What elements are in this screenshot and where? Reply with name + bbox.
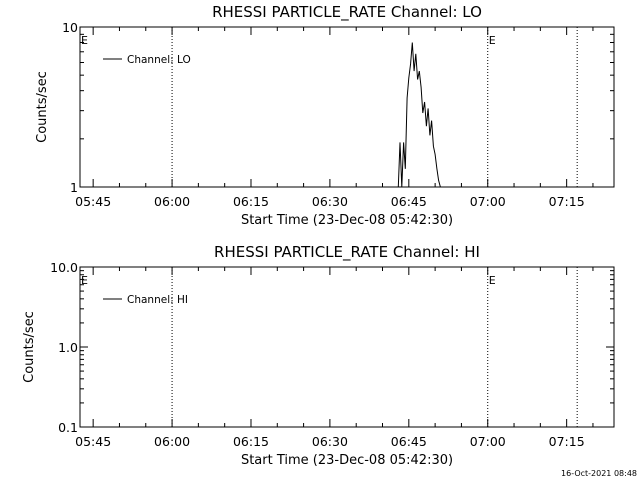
event-label: E [81,274,88,287]
legend-label: Channel: HI [127,294,188,306]
chart-panel-1: RHESSI PARTICLE_RATE Channel: HI 05:45 06:… [22,243,615,468]
x-axis-label: Start Time (23-Dec-08 05:42:30) [241,213,453,228]
y-tick-label: 1.0 [58,340,78,355]
x-tick-label: 05:45 [75,434,111,449]
x-tick-label: 06:00 [154,434,190,449]
y-tick-label: 10.0 [50,260,78,275]
x-tick-label: 07:00 [470,434,506,449]
y-tick-label: 10 [62,20,78,35]
chart-title: RHESSI PARTICLE_RATE Channel: HI [214,243,480,262]
y-axis-label: Counts/sec [35,71,50,143]
x-tick-label: 06:15 [233,194,269,209]
series-line [397,42,441,188]
x-tick-label: 06:45 [391,194,427,209]
event-label: E [489,274,496,287]
event-label: E [81,34,88,47]
legend-label: Channel: LO [127,54,191,66]
y-tick-label: 0.1 [58,420,78,435]
x-tick-label: 06:30 [312,194,348,209]
x-tick-label: 05:45 [75,194,111,209]
y-tick-label: 1 [70,180,78,195]
chart-panel-0: RHESSI PARTICLE_RATE Channel: LO 05:45 06:… [35,3,615,228]
x-tick-label: 06:30 [312,434,348,449]
x-tick-label: 06:15 [233,434,269,449]
chart-title: RHESSI PARTICLE_RATE Channel: LO [212,3,482,22]
footer-timestamp: 16-Oct-2021 08:48 [561,469,637,478]
plot-frame [79,26,615,188]
y-axis-label: Counts/sec [22,311,37,383]
x-tick-label: 07:00 [470,194,506,209]
x-tick-label: 06:45 [391,434,427,449]
x-axis-label: Start Time (23-Dec-08 05:42:30) [241,453,453,468]
event-label: E [489,34,496,47]
x-tick-label: 06:00 [154,194,190,209]
plot-frame [79,266,615,428]
x-tick-label: 07:15 [549,194,585,209]
x-tick-label: 07:15 [549,434,585,449]
